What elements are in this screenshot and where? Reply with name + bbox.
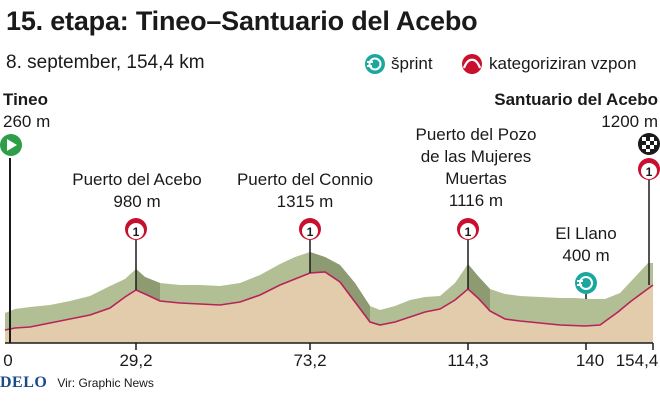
profile-top-band <box>5 252 653 330</box>
sprint-name: El Llano <box>555 224 617 243</box>
climb-category-icon: 1 <box>457 218 479 240</box>
profile-body <box>5 272 653 343</box>
km-label: 114,3 <box>447 351 489 370</box>
legend-climb-label: kategoriziran vzpon <box>489 54 637 73</box>
sprint-icon <box>365 54 385 74</box>
finish-label: Santuario del Acebo 1200 m <box>494 89 658 133</box>
climb-name: Puerto del Acebo <box>72 170 202 189</box>
km-label: 0 <box>3 351 13 370</box>
climb-elevation: 1116 m <box>448 191 504 210</box>
climb-category-icon: 1 <box>125 218 147 240</box>
sprint-marker-icon <box>575 272 597 294</box>
km-ticks <box>135 343 654 350</box>
km-label: 140 <box>575 351 605 370</box>
climb-label-acebo: Puerto del Acebo 980 m <box>72 169 201 213</box>
climb-name: Puerto del Pozo <box>415 125 537 144</box>
finish-name: Santuario del Acebo <box>494 90 658 109</box>
climb-icon <box>462 54 482 74</box>
start-label: Tineo 260 m <box>3 89 50 133</box>
legend-climb: kategoriziran vzpon <box>460 53 636 75</box>
climb-name: de las Mujeres <box>420 147 532 166</box>
delo-logo: DELO <box>0 374 48 391</box>
finish-elevation: 1200 m <box>601 112 658 131</box>
climb-label-connio: Puerto del Connio 1315 m <box>237 169 373 213</box>
climb-name: Puerto del Connio <box>236 170 374 189</box>
finish-checkered-flag-icon <box>638 133 660 155</box>
climb-elevation: 1315 m <box>276 192 334 211</box>
profile-line <box>4 271 654 331</box>
climb-label-pozo: Puerto del Pozo de las Mujeres Muertas 1… <box>416 124 537 212</box>
climb-elevation: 980 m <box>113 192 161 211</box>
climb-category-number: 1 <box>465 225 472 239</box>
climb-category-icon: 1 <box>299 218 321 240</box>
legend-sprint-label: šprint <box>391 54 433 73</box>
climb-name: Muertas <box>445 169 507 188</box>
source-credit: Vir: Graphic News <box>57 376 154 390</box>
footer: DELO Vir: Graphic News <box>0 374 154 392</box>
finish-category-number: 1 <box>646 165 653 179</box>
finish-climb-category-icon: 1 <box>638 158 660 180</box>
km-label: 29,2 <box>119 351 153 370</box>
start-name: Tineo <box>3 90 49 109</box>
legend-sprint: šprint <box>364 53 433 75</box>
sprint-elevation: 400 m <box>562 246 610 265</box>
profile-shade <box>136 269 160 301</box>
stage-date-distance: 8. september, 154,4 km <box>6 52 205 73</box>
km-label: 154,4 <box>615 351 659 370</box>
profile-shade <box>468 264 490 311</box>
start-elevation: 260 m <box>3 112 51 131</box>
profile-shade <box>310 252 370 322</box>
start-play-icon <box>0 134 22 156</box>
page-title: 15. etapa: Tineo–Santuario del Acebo <box>6 6 478 36</box>
km-label: 73,2 <box>293 351 327 370</box>
climb-category-number: 1 <box>307 225 314 239</box>
sprint-label-llano: El Llano 400 m <box>555 223 616 267</box>
climb-category-number: 1 <box>133 225 140 239</box>
